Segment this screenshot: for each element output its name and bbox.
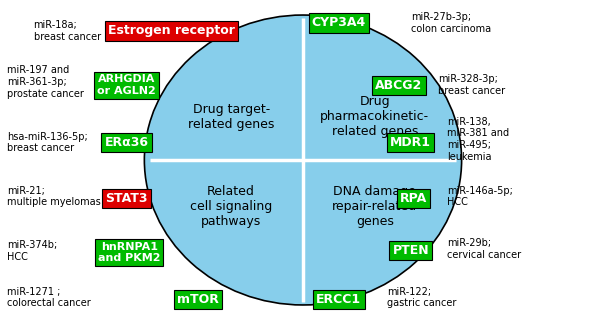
Text: miR-146a-5p;
HCC: miR-146a-5p; HCC	[446, 186, 512, 207]
Text: mTOR: mTOR	[177, 293, 219, 306]
Text: ERCC1: ERCC1	[316, 293, 361, 306]
Text: RPA: RPA	[400, 192, 427, 205]
Text: miR-29b;
cervical cancer: miR-29b; cervical cancer	[446, 238, 521, 260]
Text: hnRNPA1
and PKM2: hnRNPA1 and PKM2	[98, 242, 161, 263]
Text: ARHGDIA
or AGLN2: ARHGDIA or AGLN2	[97, 74, 156, 96]
Text: miR-122;
gastric cancer: miR-122; gastric cancer	[387, 287, 456, 308]
Text: miR-1271 ;
colorectal cancer: miR-1271 ; colorectal cancer	[7, 287, 91, 308]
Text: miR-27b-3p;
colon carcinoma: miR-27b-3p; colon carcinoma	[411, 12, 491, 34]
Text: miR-197 and
miR-361-3p;
prostate cancer: miR-197 and miR-361-3p; prostate cancer	[7, 65, 83, 99]
Text: Related
cell signaling
pathways: Related cell signaling pathways	[190, 185, 272, 228]
Text: PTEN: PTEN	[392, 244, 429, 257]
Text: miR-328-3p;
breast cancer: miR-328-3p; breast cancer	[437, 74, 505, 96]
Text: Estrogen receptor: Estrogen receptor	[108, 24, 235, 37]
Text: Drug target-
related genes: Drug target- related genes	[188, 103, 274, 131]
Text: ERα36: ERα36	[104, 136, 148, 149]
Text: miR-138,
miR-381 and
miR-495;
leukemia: miR-138, miR-381 and miR-495; leukemia	[446, 117, 509, 162]
Text: Drug
pharmacokinetic-
related genes: Drug pharmacokinetic- related genes	[320, 95, 430, 139]
Text: miR-18a;
breast cancer: miR-18a; breast cancer	[34, 20, 101, 42]
Text: DNA damage
repair-related
genes: DNA damage repair-related genes	[332, 185, 418, 228]
Text: MDR1: MDR1	[390, 136, 431, 149]
Text: STAT3: STAT3	[105, 192, 148, 205]
Text: CYP3A4: CYP3A4	[312, 17, 366, 29]
Text: miR-21;
multiple myelomas: miR-21; multiple myelomas	[7, 186, 100, 207]
Text: miR-374b;
HCC: miR-374b; HCC	[7, 240, 57, 262]
Text: hsa-miR-136-5p;
breast cancer: hsa-miR-136-5p; breast cancer	[7, 132, 88, 153]
Ellipse shape	[145, 15, 461, 305]
Text: ABCG2: ABCG2	[375, 79, 422, 92]
